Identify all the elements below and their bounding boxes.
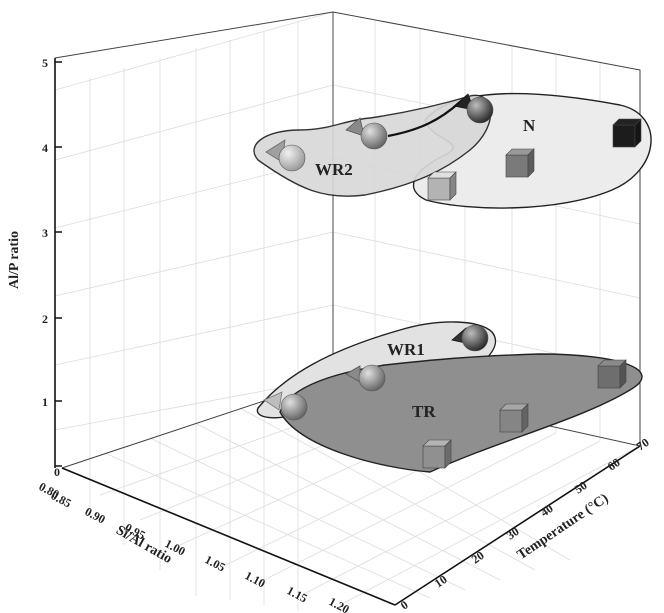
y-tick-2: 20 [469, 548, 487, 566]
x-tick-7: 1.15 [285, 583, 310, 605]
y-tick-0: 0 [398, 598, 411, 613]
cube-point-9 [422, 439, 452, 469]
y-tick-7: 70 [634, 435, 652, 453]
sphere-point-2 [466, 96, 494, 124]
cube-point-4 [505, 148, 535, 178]
arrow-marker-upper-mid [345, 117, 365, 137]
region-label-n: N [523, 116, 536, 135]
region-labels: N WR2 WR1 TR [315, 116, 536, 421]
z-axis: 5 4 3 2 1 0 Al/P ratio [7, 56, 62, 479]
x-tick-5: 1.05 [203, 552, 228, 574]
z-tick-0: 0 [54, 465, 60, 479]
trend-arrows [263, 93, 475, 411]
y-tick-3: 30 [504, 524, 522, 542]
region-label-wr2: WR2 [315, 160, 353, 179]
cube-point-11 [597, 359, 627, 389]
sphere-point-6 [280, 393, 308, 421]
z-tick-2: 2 [42, 312, 48, 326]
x-tick-8: 1.20 [327, 594, 352, 613]
x-tick-2: 0.90 [83, 504, 108, 526]
arrow-line-upper [387, 101, 461, 138]
z-tick-3: 3 [42, 226, 48, 240]
y-axis-title: Temperature (°C) [515, 491, 612, 563]
region-label-wr1: WR1 [387, 340, 425, 359]
region-label-tr: TR [412, 402, 436, 421]
y-tick-6: 60 [605, 455, 623, 473]
sphere-point-0 [278, 144, 306, 172]
cube-point-5 [612, 118, 642, 148]
z-axis-title: Al/P ratio [7, 231, 22, 289]
sphere-point-7 [358, 364, 386, 392]
z-tick-5: 5 [42, 56, 48, 70]
sphere-point-1 [360, 122, 388, 150]
arrow-marker-lower-light [263, 391, 283, 411]
x-tick-1: 0.85 [49, 488, 74, 510]
cube-point-10 [499, 403, 529, 433]
z-tick-1: 1 [42, 395, 48, 409]
sphere-point-8 [461, 324, 489, 352]
cube-point-3 [427, 171, 457, 201]
z-tick-4: 4 [42, 141, 48, 155]
regions [253, 92, 652, 473]
x-axis: 0.80 0.85 0.90 0.95 1.00 1.05 1.10 1.15 … [37, 479, 352, 613]
data-points [278, 96, 642, 469]
y-tick-4: 40 [538, 501, 556, 519]
